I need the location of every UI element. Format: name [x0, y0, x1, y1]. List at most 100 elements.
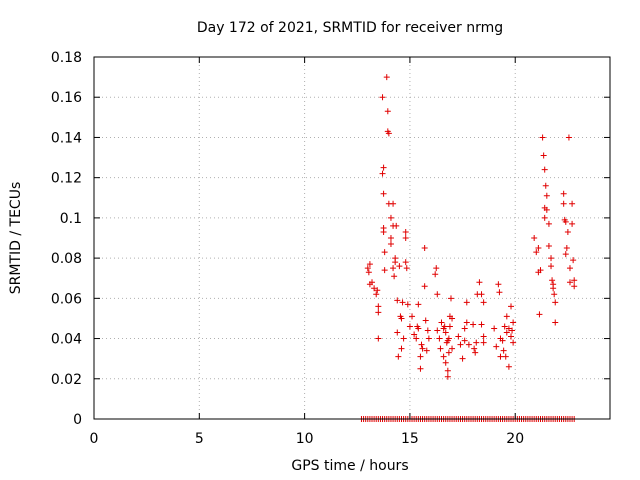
data-point	[391, 273, 398, 280]
data-point	[387, 214, 394, 221]
data-point	[385, 130, 392, 137]
data-point	[550, 285, 557, 292]
plot-frame	[93, 56, 611, 420]
data-point	[510, 339, 517, 346]
data-point	[432, 271, 439, 278]
data-point	[541, 166, 548, 173]
data-point	[508, 303, 515, 310]
data-point	[543, 192, 550, 199]
data-point	[543, 206, 550, 213]
data-point	[560, 200, 567, 207]
y-tick-label: 0.16	[51, 90, 82, 106]
data-point	[446, 323, 453, 330]
data-point	[418, 341, 425, 348]
y-tick-label: 0.06	[51, 291, 82, 307]
data-point	[384, 108, 391, 115]
data-point	[415, 325, 422, 332]
data-point	[455, 333, 462, 340]
data-point	[444, 367, 451, 374]
data-point	[465, 341, 472, 348]
data-point	[541, 214, 548, 221]
data-point	[375, 335, 382, 342]
data-point	[371, 285, 378, 292]
data-point	[421, 283, 428, 290]
data-point	[491, 325, 498, 332]
y-tick-label: 0.04	[51, 332, 82, 348]
data-point	[499, 337, 506, 344]
data-point	[495, 281, 502, 288]
data-point	[472, 349, 479, 356]
data-point	[445, 335, 452, 342]
data-point	[476, 279, 483, 286]
data-point	[403, 265, 410, 272]
data-point	[421, 245, 428, 252]
data-point	[503, 329, 510, 336]
data-point	[461, 325, 468, 332]
data-point	[437, 345, 444, 352]
data-point	[445, 349, 452, 356]
data-point	[422, 317, 429, 324]
data-point	[379, 94, 386, 101]
data-point	[571, 283, 578, 290]
data-point	[473, 339, 480, 346]
y-tick-label: 0.1	[60, 211, 82, 227]
data-point	[400, 335, 407, 342]
data-point	[571, 277, 578, 284]
x-axis-label: GPS time / hours	[291, 458, 408, 474]
data-point	[548, 255, 555, 262]
data-point	[387, 235, 394, 241]
data-point	[395, 353, 402, 360]
data-point	[393, 222, 400, 229]
data-point	[404, 301, 411, 308]
data-point	[406, 323, 413, 330]
data-point	[383, 74, 390, 81]
data-point	[463, 299, 470, 306]
data-point	[548, 263, 555, 270]
data-point	[500, 347, 507, 354]
data-point	[563, 245, 570, 252]
data-point	[449, 345, 456, 352]
data-point	[459, 355, 466, 362]
data-point	[539, 134, 546, 141]
y-axis: 0 0.02 0.04 0.06 0.08 0.1 0.12 0.14 0.16 0.18	[51, 50, 610, 428]
data-point	[565, 134, 572, 141]
data-point	[533, 249, 540, 256]
data-point	[402, 235, 409, 241]
data-point	[387, 241, 394, 248]
x-tick-label: 10	[296, 431, 314, 447]
data-point	[480, 299, 487, 306]
data-point	[402, 259, 409, 266]
data-point	[419, 345, 426, 352]
data-point	[537, 267, 544, 274]
data-point	[380, 164, 387, 171]
data-point	[438, 319, 445, 326]
data-point	[470, 321, 477, 328]
data-point	[480, 339, 487, 346]
data-point	[425, 335, 432, 342]
data-point	[471, 345, 478, 352]
data-point	[365, 269, 372, 276]
data-point	[566, 279, 573, 286]
data-point	[540, 152, 547, 159]
data-point	[442, 329, 449, 336]
data-point	[564, 228, 571, 235]
data-point	[398, 315, 405, 322]
data-point	[380, 190, 387, 197]
data-point	[375, 303, 382, 310]
x-axis: 0 5 10 15 20	[90, 57, 524, 447]
data-point	[392, 259, 399, 266]
data-point	[415, 301, 422, 308]
data-point	[373, 291, 380, 298]
x-tick-label: 5	[195, 431, 204, 447]
data-point	[364, 265, 371, 272]
data-point	[560, 190, 567, 197]
data-point	[417, 365, 424, 372]
data-point	[493, 343, 500, 350]
x-tick-label: 20	[506, 431, 524, 447]
data-point	[440, 353, 447, 360]
data-point	[394, 329, 401, 336]
data-point	[409, 313, 416, 320]
data-point	[545, 220, 552, 227]
data-point	[457, 341, 464, 348]
